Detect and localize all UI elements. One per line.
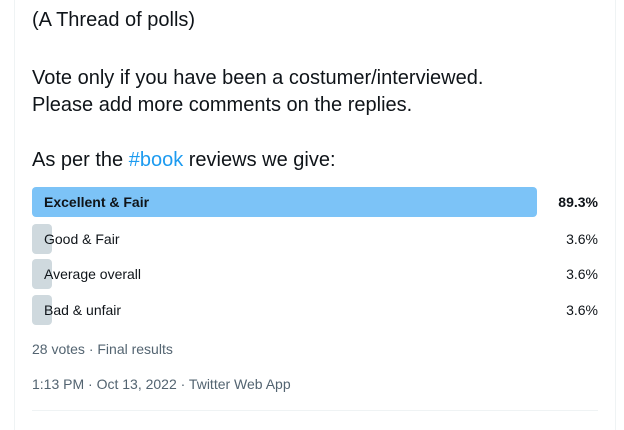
- tweet-timestamp[interactable]: 1:13 PM · Oct 13, 2022 · Twitter Web App: [32, 376, 291, 392]
- tweet-text-line: As per the #book reviews we give:: [32, 147, 336, 173]
- poll-option-label: Bad & unfair: [44, 302, 122, 318]
- tweet-text-line: (A Thread of polls): [32, 9, 196, 31]
- poll-option-label: Excellent & Fair: [44, 194, 150, 210]
- poll-option-percent: 3.6%: [566, 266, 598, 282]
- poll-bar: [32, 187, 537, 217]
- poll-option: Excellent & Fair 89.3%: [32, 187, 598, 217]
- poll-option: Good & Fair 3.6%: [32, 224, 598, 254]
- poll-bar: [32, 259, 53, 289]
- poll-option-label: Average overall: [44, 266, 142, 282]
- divider: [32, 410, 598, 411]
- tweet-card: [14, 0, 616, 430]
- poll-summary: 28 votes · Final results: [32, 341, 173, 357]
- poll-bar: [32, 295, 53, 325]
- tweet-text-line: Vote only if you have been a costumer/in…: [32, 67, 484, 89]
- text: reviews we give:: [183, 149, 336, 171]
- tweet-text-line: Please add more comments on the replies.: [32, 94, 413, 116]
- poll-bar: [32, 224, 53, 254]
- poll-option: Bad & unfair 3.6%: [32, 295, 598, 325]
- poll-option: Average overall 3.6%: [32, 259, 598, 289]
- poll-option-percent: 3.6%: [566, 231, 598, 247]
- hashtag-link[interactable]: #book: [128, 149, 184, 171]
- poll-option-percent: 89.3%: [558, 194, 598, 210]
- text: As per the: [32, 149, 129, 171]
- poll-option-percent: 3.6%: [566, 302, 598, 318]
- poll-option-label: Good & Fair: [44, 231, 120, 247]
